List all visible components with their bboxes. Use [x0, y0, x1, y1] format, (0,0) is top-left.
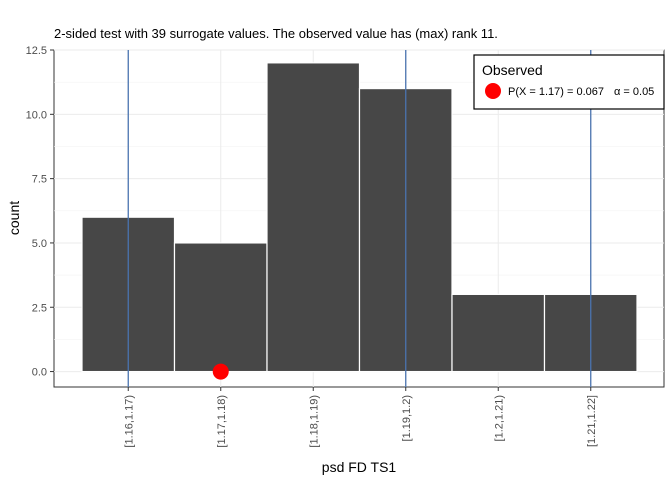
x-axis: [1.16,1.17) [1.17,1.18) [1.18,1.19) [1.19,1…: [123, 387, 598, 448]
y-axis: 0.0 2.5 5.0 7.5 10.0 12.5: [26, 45, 54, 379]
observed-value-dot: [212, 363, 229, 380]
legend-observed-dot: [485, 83, 501, 99]
y-axis-title: count: [6, 201, 22, 235]
y-tick-label: 12.5: [26, 45, 47, 57]
y-tick-label: 7.5: [32, 174, 47, 186]
histogram-bar: [451, 293, 546, 373]
legend-box: [473, 54, 665, 110]
legend-alpha-label: α = 0.05: [614, 86, 654, 98]
histogram-bar: [173, 242, 268, 373]
x-tick-label: [1.18,1.19): [308, 395, 320, 448]
y-tick-label: 10.0: [26, 109, 47, 121]
x-tick-label: [1.2,1.21): [493, 395, 505, 441]
x-tick-label: [1.21,1.22]: [586, 395, 598, 447]
legend-probability-label: P(X = 1.17) = 0.067: [508, 86, 604, 98]
legend-title: Observed: [482, 62, 543, 78]
y-tick-label: 0.0: [32, 367, 47, 379]
x-tick-label: [1.17,1.18): [216, 395, 228, 448]
y-tick-label: 5.0: [32, 238, 47, 250]
observed-marker-layer: [212, 363, 229, 380]
y-tick-label: 2.5: [32, 302, 47, 314]
x-axis-title: psd FD TS1: [322, 459, 397, 475]
histogram-bar: [266, 62, 361, 373]
legend: Observed P(X = 1.17) = 0.067 α = 0.05: [473, 54, 665, 110]
x-tick-label: [1.16,1.17): [123, 395, 135, 448]
chart-title: 2-sided test with 39 surrogate values. T…: [54, 26, 498, 41]
x-tick-label: [1.19,1.2): [401, 395, 413, 441]
